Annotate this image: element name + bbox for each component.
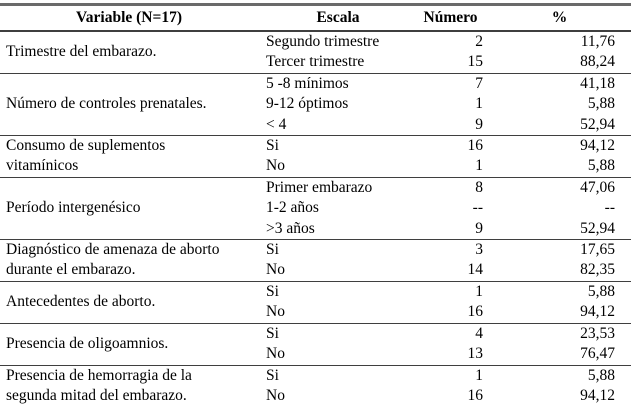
escala-cell: No (266, 386, 285, 404)
table-row: Presencia de hemorragia de la segunda mit… (0, 365, 631, 404)
table-row: Consumo de suplementos vitamínicos Si 16 94,… (0, 135, 631, 174)
variable-cell: Presencia de oligoamnios. (0, 323, 258, 365)
escala-cell: No (266, 157, 285, 175)
table-row: 9-12 óptimos 1 5,88 (0, 94, 631, 114)
table-row: Diagnóstico de amenaza de aborto durante … (0, 239, 631, 278)
percent-cell: 47,06 (580, 178, 615, 196)
numero-cell: 9 (475, 115, 483, 133)
percent-cell: 94,12 (580, 386, 615, 404)
table-row: Período intergenésico Primer embarazo 8 47,… (0, 177, 631, 216)
variable-label-line: Presencia de oligoamnios. (6, 334, 169, 352)
percent-cell: 88,24 (580, 53, 615, 71)
variable-label-line: vitamínicos (6, 157, 79, 175)
escala-cell: Segundo trimestre (266, 33, 380, 50)
escala-cell: No (266, 303, 285, 321)
percent-cell: 11,76 (580, 33, 615, 50)
variable-label-line: Consumo de suplementos (6, 137, 166, 155)
variable-label-line: Antecedentes de aborto. (6, 293, 156, 311)
escala-cell: 5 -8 mínimos (266, 74, 349, 92)
numero-cell: 9 (475, 219, 483, 237)
variable-cell: Consumo de suplementos vitamínicos (0, 136, 258, 178)
percent-cell: 23,53 (580, 324, 615, 342)
column-header-variable: Variable (N=17) (76, 9, 182, 26)
percent-cell: 94,12 (580, 303, 615, 321)
variable-label-line: Trimestre del embarazo. (6, 43, 157, 61)
column-header-pct: % (551, 9, 568, 26)
escala-cell: >3 años (266, 219, 315, 237)
percent-cell: 41,18 (580, 74, 615, 92)
numero-cell: 1 (475, 282, 483, 300)
escala-cell: < 4 (266, 115, 287, 133)
results-table: Variable (N=17) Escala Número % Trimestr… (0, 3, 631, 406)
header-row: Variable (N=17) Escala Número % (0, 5, 631, 31)
variable-cell: Período intergenésico (0, 177, 258, 239)
percent-cell: -- (604, 199, 615, 217)
variable-label-line: durante el embarazo. (6, 261, 136, 279)
percent-cell: 5,88 (587, 366, 615, 384)
escala-cell: 1-2 años (266, 199, 319, 217)
table-row: Número de controles prenatales. 5 -8 míni… (0, 73, 631, 112)
numero-cell: -- (472, 199, 483, 217)
variable-label-line: Período intergenésico (6, 199, 141, 217)
escala-cell: Si (266, 366, 279, 384)
numero-cell: 2 (475, 33, 483, 50)
table-row: < 4 9 52,94 (0, 115, 631, 136)
escala-cell: Si (266, 241, 279, 259)
numero-cell: 16 (467, 303, 484, 321)
percent-cell: 82,35 (580, 261, 615, 279)
numero-cell: 1 (475, 366, 483, 384)
escala-cell: 9-12 óptimos (266, 95, 349, 113)
numero-cell: 8 (475, 178, 483, 196)
column-header-numero: Número (423, 9, 478, 26)
percent-cell: 52,94 (580, 115, 615, 133)
table-row: Presencia de oligoamnios. Si 4 23,53 (0, 323, 631, 352)
numero-cell: 14 (467, 261, 484, 279)
variable-label-line: Número de controles prenatales. (6, 95, 207, 113)
column-header-escala: Escala (316, 9, 360, 26)
table-row: 1-2 años -- -- (0, 198, 631, 218)
table-row: Tercer trimestre 15 88,24 (0, 52, 631, 73)
escala-cell: No (266, 261, 285, 279)
escala-cell: No (266, 345, 285, 363)
numero-cell: 4 (475, 324, 483, 342)
table-row: No 16 94,12 (0, 302, 631, 323)
numero-cell: 1 (475, 157, 483, 175)
variable-cell: Antecedentes de aborto. (0, 281, 258, 323)
escala-cell: Primer embarazo (266, 178, 373, 196)
numero-cell: 15 (467, 53, 484, 71)
table-row: Antecedentes de aborto. Si 1 5,88 (0, 281, 631, 310)
escala-cell: Tercer trimestre (266, 53, 365, 71)
percent-cell: 52,94 (580, 219, 615, 237)
variable-label-line: Diagnóstico de amenaza de aborto (6, 241, 220, 259)
numero-cell: 3 (475, 241, 483, 259)
percent-cell: 5,88 (587, 157, 615, 175)
numero-cell: 16 (467, 386, 484, 404)
numero-cell: 13 (467, 345, 484, 363)
numero-cell: 7 (475, 74, 483, 92)
percent-cell: 94,12 (580, 137, 615, 155)
numero-cell: 16 (467, 137, 484, 155)
percent-cell: 5,88 (587, 282, 615, 300)
percent-cell: 76,47 (580, 345, 615, 363)
escala-cell: Si (266, 282, 279, 300)
percent-cell: 5,88 (587, 95, 615, 113)
table-row: >3 años 9 52,94 (0, 219, 631, 240)
table-row: No 13 76,47 (0, 344, 631, 365)
escala-cell: Si (266, 324, 279, 342)
numero-cell: 1 (475, 95, 483, 113)
table-row: No 1 5,88 (0, 156, 631, 177)
variable-cell: Presencia de hemorragia de la segunda mit… (0, 365, 258, 406)
variable-cell: Trimestre del embarazo. (0, 31, 258, 73)
table-row: No 16 94,12 (0, 386, 631, 406)
variable-cell: Diagnóstico de amenaza de aborto durante … (0, 240, 258, 282)
percent-cell: 17,65 (580, 241, 615, 259)
table-row: Trimestre del embarazo. Segundo trimestre… (0, 31, 631, 60)
escala-cell: Si (266, 137, 279, 155)
table-row: No 14 82,35 (0, 260, 631, 281)
variable-label-line: segunda mitad del embarazo. (6, 386, 187, 404)
variable-label-line: Presencia de hemorragia de la (6, 366, 192, 384)
variable-cell: Número de controles prenatales. (0, 73, 258, 135)
